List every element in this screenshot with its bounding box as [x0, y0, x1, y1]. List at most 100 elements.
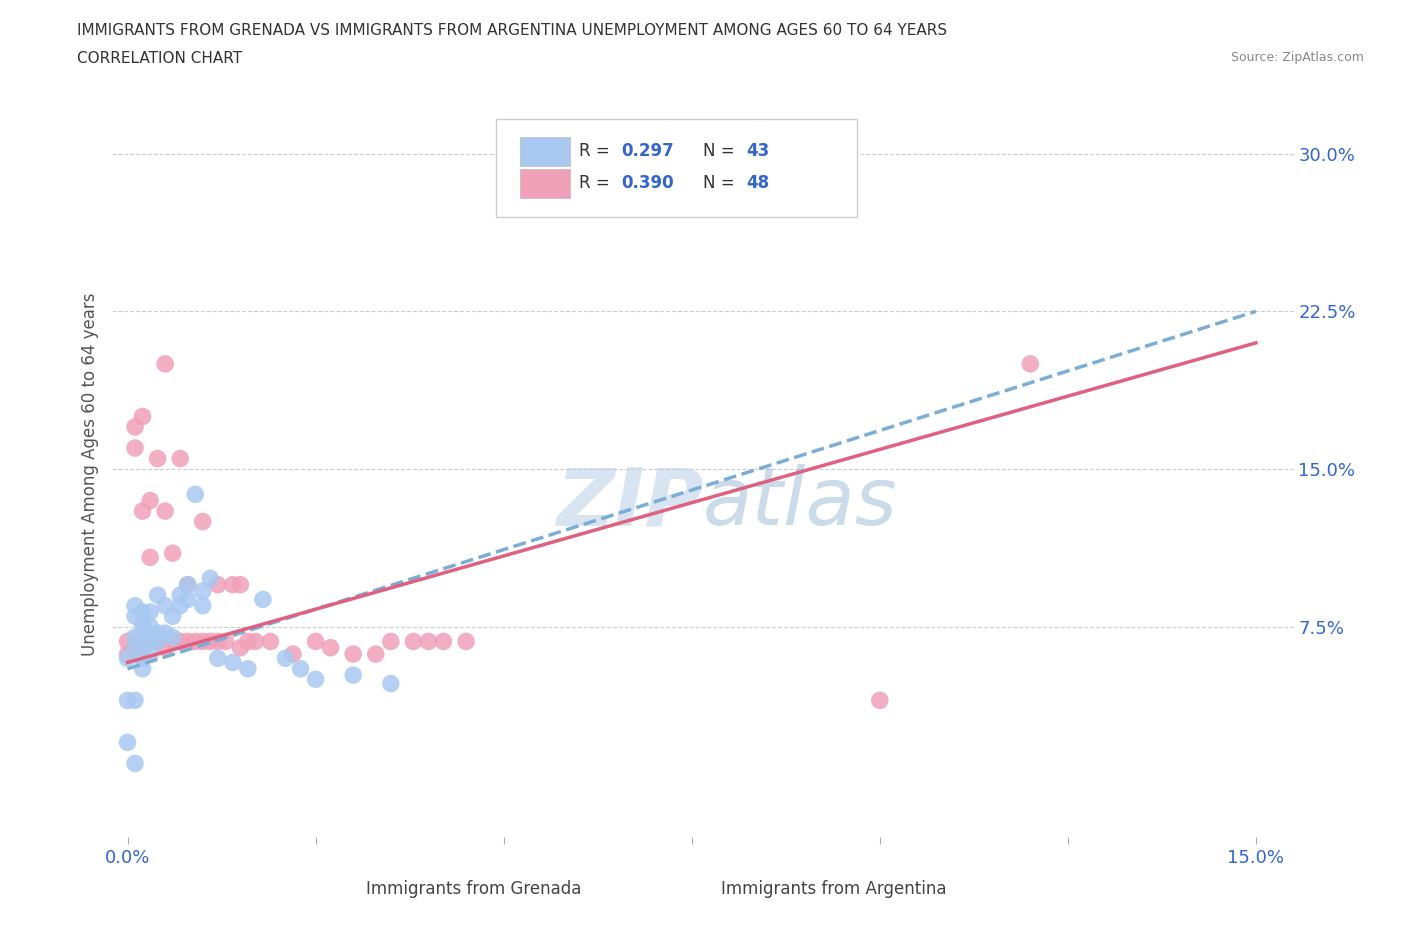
Y-axis label: Unemployment Among Ages 60 to 64 years: Unemployment Among Ages 60 to 64 years — [80, 293, 98, 656]
Point — [169, 634, 191, 649]
Text: atlas: atlas — [703, 464, 898, 542]
Point — [117, 735, 139, 750]
Point — [139, 604, 162, 619]
Text: 43: 43 — [747, 142, 770, 161]
Point — [364, 646, 387, 661]
Text: ZIP: ZIP — [555, 464, 703, 542]
FancyBboxPatch shape — [665, 875, 714, 904]
FancyBboxPatch shape — [520, 169, 569, 198]
Point — [131, 634, 153, 649]
Text: 48: 48 — [747, 175, 770, 193]
Point — [274, 651, 297, 666]
Point — [184, 634, 207, 649]
Point — [139, 493, 162, 508]
Point — [131, 504, 153, 519]
Point — [131, 651, 153, 666]
Point — [146, 588, 169, 603]
Point — [117, 634, 139, 649]
Point — [131, 409, 153, 424]
Point — [169, 598, 191, 613]
Point — [207, 578, 229, 592]
Point — [319, 641, 342, 656]
Point — [245, 634, 267, 649]
Point — [139, 550, 162, 565]
Point — [139, 634, 162, 649]
Point — [124, 641, 146, 656]
Text: Source: ZipAtlas.com: Source: ZipAtlas.com — [1230, 51, 1364, 64]
Point — [153, 598, 176, 613]
Point — [131, 604, 153, 619]
Point — [177, 578, 200, 592]
Point — [207, 634, 229, 649]
Point — [236, 634, 259, 649]
Point — [402, 634, 425, 649]
Point — [139, 646, 162, 661]
Point — [146, 451, 169, 466]
Text: R =: R = — [579, 175, 614, 193]
Point — [177, 634, 200, 649]
Point — [281, 646, 304, 661]
Point — [380, 676, 402, 691]
Point — [124, 441, 146, 456]
Text: CORRELATION CHART: CORRELATION CHART — [77, 51, 242, 66]
Point — [162, 609, 184, 624]
Point — [153, 641, 176, 656]
Point — [290, 661, 312, 676]
FancyBboxPatch shape — [311, 875, 360, 904]
Point — [454, 634, 477, 649]
Point — [191, 514, 214, 529]
Point — [139, 634, 162, 649]
Point — [162, 630, 184, 644]
Point — [124, 641, 146, 656]
Point — [222, 655, 245, 670]
Point — [252, 592, 274, 607]
Text: Immigrants from Argentina: Immigrants from Argentina — [721, 880, 946, 898]
Point — [177, 578, 200, 592]
Point — [124, 693, 146, 708]
Point — [214, 634, 236, 649]
Point — [191, 598, 214, 613]
Point — [169, 588, 191, 603]
Point — [153, 626, 176, 641]
Point — [124, 419, 146, 434]
Point — [229, 641, 252, 656]
Point — [162, 634, 184, 649]
Point — [117, 693, 139, 708]
Text: R =: R = — [579, 142, 614, 161]
Point — [432, 634, 454, 649]
Point — [207, 651, 229, 666]
Point — [162, 546, 184, 561]
Point — [146, 626, 169, 641]
Point — [177, 592, 200, 607]
Point — [124, 598, 146, 613]
Point — [117, 646, 139, 661]
Point — [169, 451, 191, 466]
Point — [418, 634, 440, 649]
Text: 0.297: 0.297 — [621, 142, 675, 161]
Point — [200, 571, 222, 586]
Point — [146, 634, 169, 649]
Point — [146, 634, 169, 649]
Point — [869, 693, 891, 708]
Point — [342, 646, 364, 661]
Point — [139, 619, 162, 634]
Point — [124, 756, 146, 771]
FancyBboxPatch shape — [496, 119, 856, 217]
Point — [229, 578, 252, 592]
FancyBboxPatch shape — [520, 137, 569, 166]
Point — [117, 651, 139, 666]
Point — [131, 634, 153, 649]
Point — [131, 661, 153, 676]
Point — [236, 661, 259, 676]
Point — [153, 504, 176, 519]
Point — [304, 634, 326, 649]
Point — [191, 634, 214, 649]
Point — [153, 356, 176, 371]
Text: N =: N = — [703, 175, 740, 193]
Text: N =: N = — [703, 142, 740, 161]
Text: Immigrants from Grenada: Immigrants from Grenada — [367, 880, 582, 898]
Point — [131, 618, 153, 632]
Point — [259, 634, 281, 649]
Point — [342, 668, 364, 683]
Point — [131, 641, 153, 656]
